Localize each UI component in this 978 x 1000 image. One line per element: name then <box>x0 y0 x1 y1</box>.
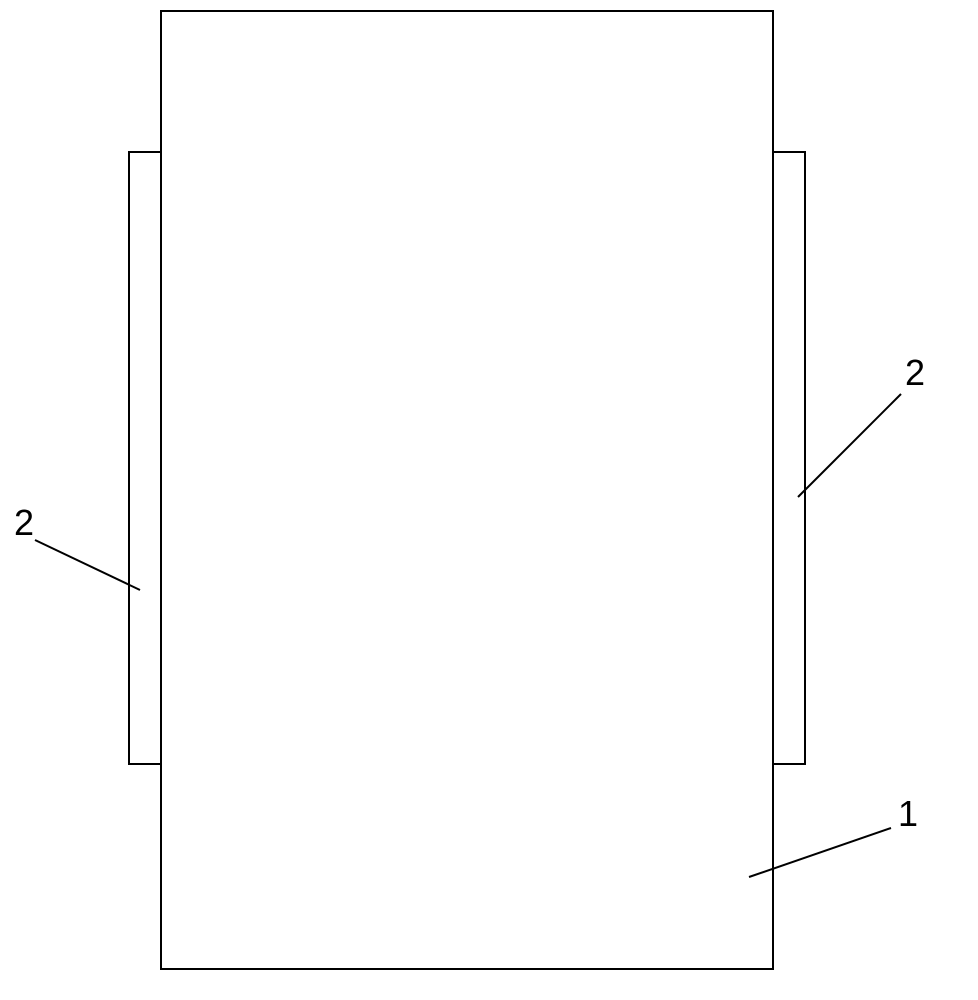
label-2-left: 2 <box>14 502 34 544</box>
leader-line-2-right <box>798 394 901 497</box>
right-side-rect <box>773 152 805 764</box>
leader-line-2-left <box>35 540 140 590</box>
label-1: 1 <box>898 793 918 835</box>
main-rect <box>161 11 773 969</box>
left-side-rect <box>129 152 161 764</box>
label-2-right: 2 <box>905 352 925 394</box>
technical-diagram: 1 2 2 <box>0 0 978 1000</box>
diagram-svg <box>0 0 978 1000</box>
